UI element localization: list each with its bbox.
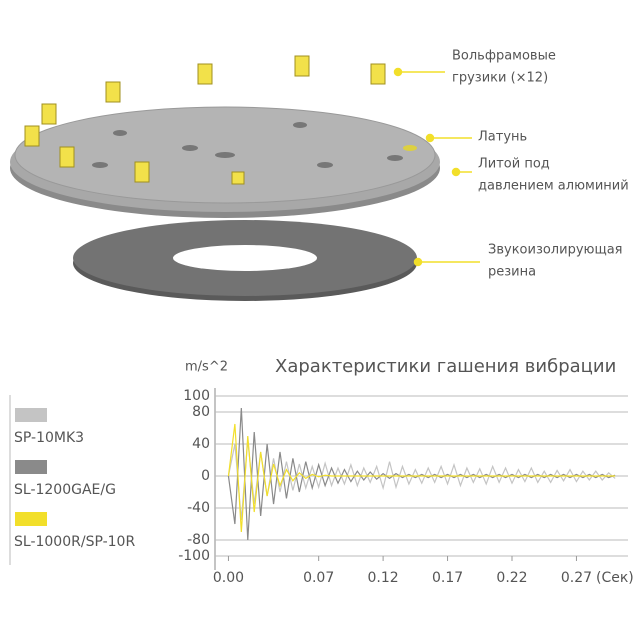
y-tick-label: 100 xyxy=(183,388,210,404)
x-tick-label: 0.17 xyxy=(432,570,463,586)
legend-swatch xyxy=(15,460,47,474)
x-tick-label: 0.27 xyxy=(561,570,592,586)
callout-label: Литой под xyxy=(478,157,550,172)
y-tick-label: 0 xyxy=(201,468,210,484)
y-tick-label: 80 xyxy=(192,404,210,420)
y-unit: m/s^2 xyxy=(185,360,228,375)
series-line xyxy=(227,439,616,521)
x-tick-label: 0.07 xyxy=(303,570,334,586)
callouts xyxy=(393,67,480,267)
y-tick-label: 40 xyxy=(192,436,210,452)
rubber-mat xyxy=(73,220,417,301)
legend-label: SL-1000R/SP-10R xyxy=(14,534,135,550)
y-tick-label: -100 xyxy=(178,548,210,564)
legend-label: SP-10MK3 xyxy=(14,430,84,446)
callout-label: давлением алюминий xyxy=(478,179,629,194)
callout-label: Латунь xyxy=(478,130,527,145)
callout-label: Вольфрамовые xyxy=(452,49,556,64)
callout-label: Звукоизолирующая xyxy=(488,243,623,258)
x-tick-label: 0.22 xyxy=(496,570,527,586)
legend-swatch xyxy=(15,408,47,422)
x-tick-label: 0.00 xyxy=(213,570,244,586)
legend-swatch xyxy=(15,512,47,526)
series-line xyxy=(227,423,616,533)
y-tick-label: -40 xyxy=(187,500,210,516)
x-unit: (Сек) xyxy=(596,570,634,586)
legend-label: SL-1200GAE/G xyxy=(14,482,116,498)
chart-title: Характеристики гашения вибрации xyxy=(275,356,616,377)
y-tick-label: -80 xyxy=(187,532,210,548)
platter xyxy=(10,106,440,218)
callout-label: резина xyxy=(488,265,536,280)
callout-label: грузики (×12) xyxy=(452,71,548,86)
x-tick-label: 0.12 xyxy=(368,570,399,586)
series-line xyxy=(227,407,616,541)
weights xyxy=(24,55,386,185)
